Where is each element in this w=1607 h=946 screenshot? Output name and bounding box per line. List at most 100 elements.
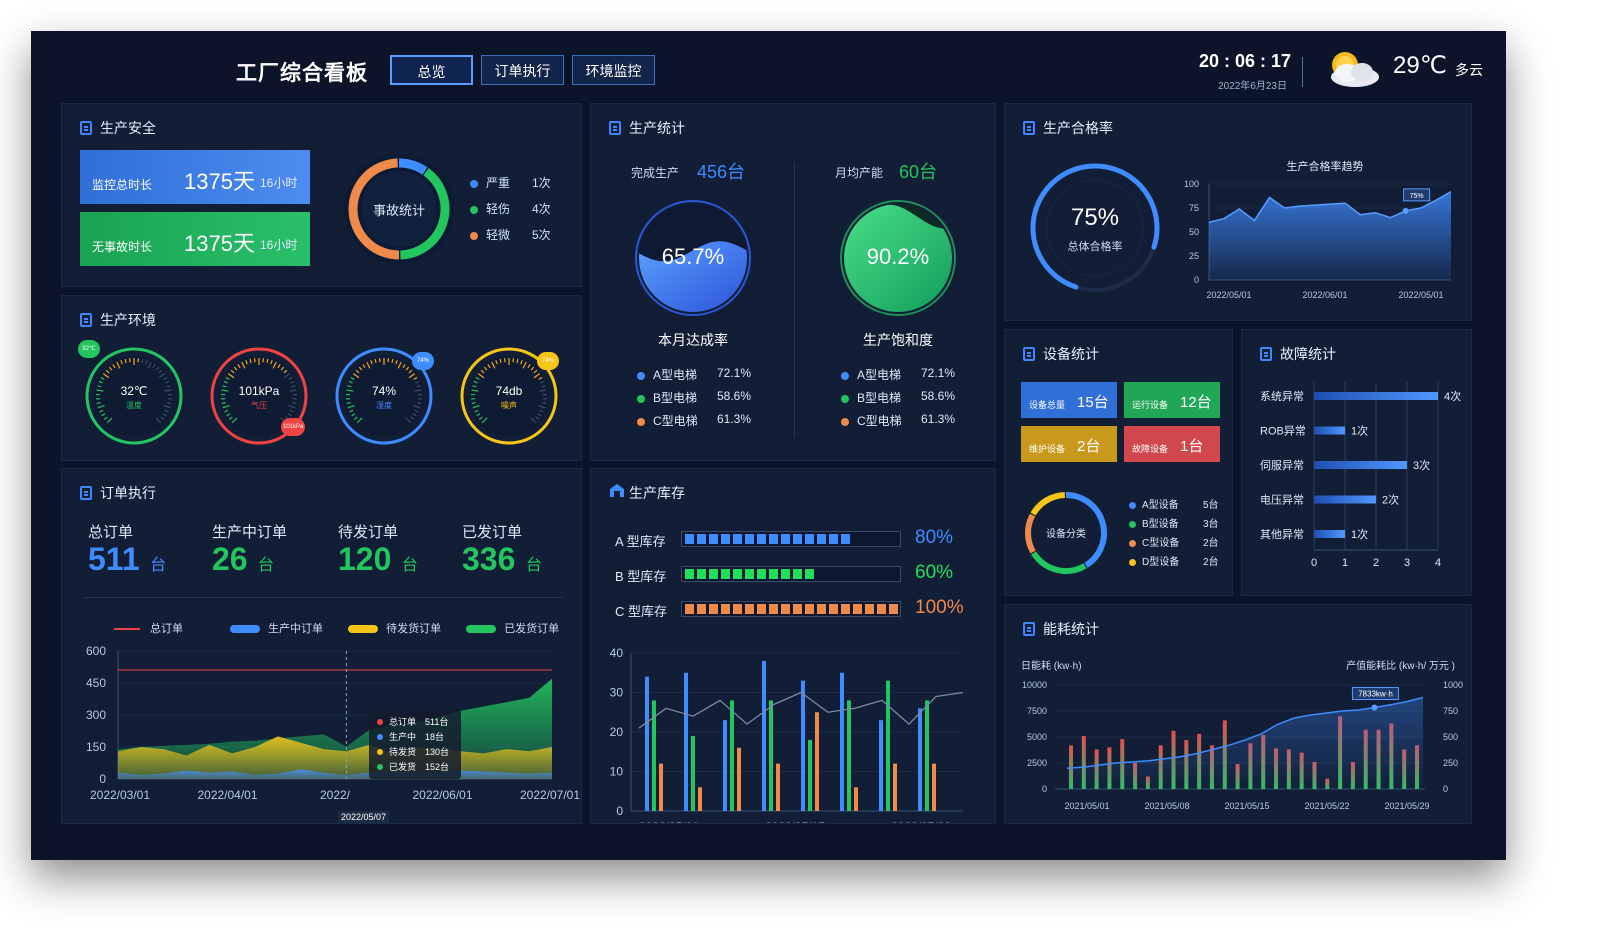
gauge-tick: [291, 385, 296, 388]
ring-segment: [1025, 513, 1036, 554]
progress-segment: [841, 604, 850, 614]
order-chart-tooltip: 总订单 511台 生产中 18台 待发货 130台 已发货 152台: [369, 709, 461, 779]
accident-ring-chart: [344, 154, 454, 264]
clipboard-icon: [80, 313, 92, 327]
panel-title: 订单执行: [80, 483, 156, 503]
gauge-tick: [349, 409, 354, 413]
tick-label: 2021/05/15: [1224, 801, 1269, 811]
progress-segment: [805, 604, 814, 614]
gauge-tick: [412, 413, 417, 417]
inventory-label: C 型库存: [615, 604, 668, 619]
saturation-legend: A型电梯 72.1% B型电梯 58.6% C型电梯 61.3%: [841, 366, 981, 435]
gauge-ring: [210, 347, 308, 445]
tab-order-execution[interactable]: 订单执行: [481, 55, 564, 85]
energy-right-axis-title: 产值能耗比 (kw·h/ 万元 ): [1346, 661, 1455, 672]
progress-segment: [793, 604, 802, 614]
tooltip-row: 已发货 152台: [377, 760, 453, 775]
warehouse-icon: [609, 483, 625, 497]
gauge-tick: [124, 358, 127, 364]
tick-label: 20: [610, 725, 624, 739]
quality-marker-label: 75%: [1410, 193, 1424, 200]
legend-dot: [841, 371, 849, 380]
panel-title: 生产环境: [80, 310, 156, 330]
gauge-tick: [352, 373, 360, 379]
bar-C: [737, 747, 741, 811]
legend-dot: [841, 394, 849, 403]
tick-label: 2022/05/15: [765, 820, 825, 823]
tooltip-row: 总订单 511台: [377, 715, 453, 730]
gauge-tick: [120, 360, 123, 365]
bar-B: [691, 735, 695, 811]
fault-name: 电压异常: [1260, 494, 1304, 507]
gauge-tick: [481, 417, 488, 424]
legend-swatch-shipped: [466, 625, 497, 634]
gauge-tick: [417, 402, 422, 405]
progress-segment: [685, 534, 694, 544]
progress-segment: [745, 604, 754, 614]
bar-B: [808, 739, 812, 811]
tab-overview[interactable]: 总览: [390, 55, 473, 85]
clipboard-icon: [1023, 347, 1035, 361]
legend-item: A型设备 5台: [1129, 496, 1229, 515]
legend-item: C型电梯 61.3%: [637, 412, 777, 435]
quality-ring-chart: [1030, 163, 1160, 292]
panel-energy-consumption: 能耗统计 日能耗 (kw·h) 产值能耗比 (kw·h/ 万元 ) 10000 1…: [1004, 604, 1472, 824]
gauge-name: 温度: [126, 401, 142, 410]
gauge-tick: [527, 364, 531, 369]
fault-count: 1次: [1351, 527, 1368, 541]
legend-dot: [470, 231, 478, 240]
ring-segment: [398, 158, 428, 175]
bar-B: [769, 700, 773, 811]
gauge-tick: [98, 380, 103, 384]
tick-label: 100: [1184, 179, 1199, 189]
tick-label: 2021/05/08: [1144, 801, 1189, 811]
quality-label: 总体合格率: [1067, 241, 1123, 253]
gauge-name: 湿度: [376, 401, 392, 410]
bar-C: [815, 712, 819, 811]
equipment-card: 运行设备 12台: [1124, 382, 1220, 418]
fault-name: 其他异常: [1260, 528, 1304, 541]
clipboard-icon: [1023, 121, 1035, 135]
legend-dot: [470, 205, 478, 214]
energy-bar: [1081, 735, 1086, 789]
gauge-tick: [221, 389, 229, 392]
equipment-legend: A型设备 5台 B型设备 3台 C型设备 2台 D型设备 2台: [1129, 496, 1229, 572]
progress-segment: [781, 534, 790, 544]
tick-label: 2: [1373, 557, 1379, 569]
bar-A: [918, 708, 922, 811]
progress-segment: [841, 534, 850, 544]
energy-left-axis-title: 日能耗 (kw·h): [1021, 661, 1082, 672]
gauge-tick: [226, 413, 231, 417]
inventory-progress-bar: [681, 531, 901, 547]
achievement-liquid-ball: [635, 200, 751, 316]
equipment-ring-chart: [1025, 492, 1107, 574]
fault-bar: [1314, 530, 1345, 538]
bar-A: [723, 720, 727, 811]
progress-segment: [793, 569, 802, 579]
tick-label: 2022/03/01: [90, 788, 150, 802]
gauge-tick: [102, 373, 110, 379]
tick-label: 2021/05/01: [1064, 801, 1109, 811]
gauge-badge: 32℃: [78, 340, 100, 358]
progress-segment: [769, 569, 778, 579]
gauge-tick: [355, 369, 360, 374]
tab-environment-monitor[interactable]: 环境监控: [572, 55, 655, 85]
achievement-percent: 65.7%: [661, 244, 725, 269]
tick-label: 300: [86, 708, 106, 722]
legend-swatch-total: [114, 628, 140, 631]
fault-count: 1次: [1351, 424, 1368, 438]
panel-order-execution: 订单执行 总订单 511 台 生产中订单 26 台 待发订单 120 台 已发订单 336 台…: [61, 468, 582, 824]
legend-item: 轻微 5次: [470, 226, 570, 252]
gauge-tick: [225, 376, 230, 380]
gauge-tick: [270, 360, 273, 365]
gauge-tick: [290, 380, 295, 384]
gauge-tick: [222, 405, 230, 409]
panel-equipment-statistics: 设备统计 设备总量 15台 运行设备 12台 维护设备 2台 故障设备 1台 设备分类 A型设…: [1004, 329, 1233, 596]
quality-line: [1208, 191, 1452, 224]
gauge-tick: [227, 373, 235, 379]
quality-marker: [1403, 188, 1431, 202]
inventory-value: 100%: [915, 597, 964, 618]
progress-segment: [733, 569, 742, 579]
progress-segment: [817, 604, 826, 614]
legend-swatch-producing: [230, 625, 261, 634]
